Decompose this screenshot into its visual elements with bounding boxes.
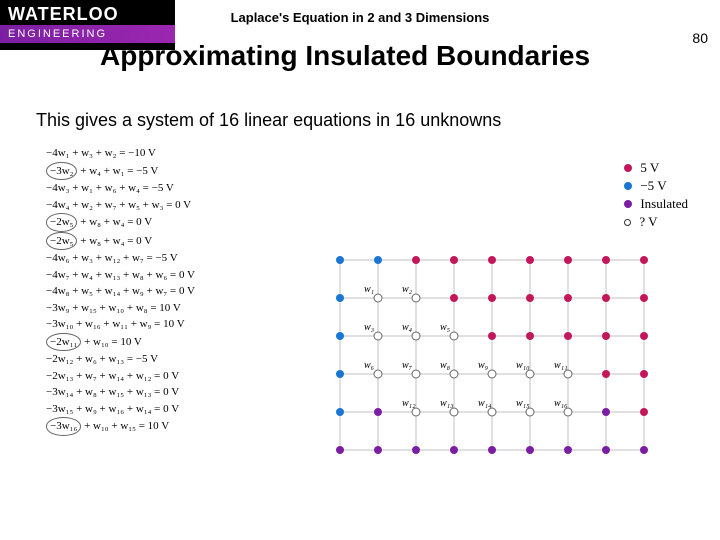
legend-swatch xyxy=(624,164,632,172)
equation-row: −3w₁₆ + w₁₀ + w₁₅ = 10 V xyxy=(46,417,195,436)
logo-top: WATERLOO xyxy=(0,0,175,25)
legend-label: Insulated xyxy=(640,196,688,212)
svg-text:w₁₅: w₁₅ xyxy=(516,398,530,409)
equation-row: −4w₁ + w₃ + w₂ = −10 V xyxy=(46,145,195,162)
equation-row: −4w₃ + w₁ + w₆ + w₄ = −5 V xyxy=(46,180,195,197)
slide-title: Approximating Insulated Boundaries xyxy=(100,40,590,72)
svg-text:w₇: w₇ xyxy=(402,360,413,371)
equation-row: −2w₅ + w₈ + w₄ = 0 V xyxy=(46,213,195,232)
equation-row: −2w₁₁ + w₁₀ = 10 V xyxy=(46,333,195,352)
svg-text:w₂: w₂ xyxy=(402,284,413,295)
equation-row: −3w₁₅ + w₉ + w₁₆ + w₁₄ = 0 V xyxy=(46,401,195,418)
grid-diagram: w₁ w₂ w₃ w₄ w₅ w₆ w₇ w₈ w₉ w₁₀ w₁₁ w₁₂ w₁₃ w₁₄ w₁₅ w₁₆ xyxy=(330,250,654,485)
equation-row: −4w₇ + w₄ + w₁₃ + w₈ + w₆ = 0 V xyxy=(46,267,195,284)
equation-row: −2w₅ + w₈ + w₄ = 0 V xyxy=(46,232,195,251)
svg-text:w₁₃: w₁₃ xyxy=(440,398,454,409)
svg-text:w₁₂: w₁₂ xyxy=(402,398,416,409)
equation-row: −3w₉ + w₁₅ + w₁₀ + w₈ = 10 V xyxy=(46,300,195,317)
legend-item: −5 V xyxy=(624,178,688,194)
equation-row: −2w₁₂ + w₆ + w₁₃ = −5 V xyxy=(46,351,195,368)
body-text: This gives a system of 16 linear equatio… xyxy=(36,110,501,131)
legend-label: −5 V xyxy=(640,178,666,194)
svg-text:w₁₄: w₁₄ xyxy=(478,398,492,409)
page-number: 80 xyxy=(692,30,708,46)
equation-row: −3w₁₀ + w₁₆ + w₁₁ + w₉ = 10 V xyxy=(46,316,195,333)
equation-row: −3w₁₄ + w₈ + w₁₅ + w₁₃ = 0 V xyxy=(46,384,195,401)
svg-text:w₁₆: w₁₆ xyxy=(554,398,568,409)
legend: 5 V −5 V Insulated ? V xyxy=(624,160,688,232)
slide-subtitle: Laplace's Equation in 2 and 3 Dimensions xyxy=(231,10,490,25)
svg-text:w₈: w₈ xyxy=(440,360,451,371)
svg-text:w₃: w₃ xyxy=(364,322,375,333)
svg-text:w₄: w₄ xyxy=(402,322,413,333)
svg-text:w₁₀: w₁₀ xyxy=(516,360,530,371)
equation-row: −4w₈ + w₅ + w₁₄ + w₉ + w₇ = 0 V xyxy=(46,283,195,300)
svg-text:w₉: w₉ xyxy=(478,360,489,371)
equation-row: −4w₄ + w₂ + w₇ + w₅ + w₃ = 0 V xyxy=(46,197,195,214)
legend-swatch xyxy=(624,219,631,226)
svg-text:w₁₁: w₁₁ xyxy=(554,360,568,371)
equation-row: −2w₁₃ + w₇ + w₁₄ + w₁₂ = 0 V xyxy=(46,368,195,385)
legend-label: 5 V xyxy=(640,160,659,176)
equation-row: −4w₆ + w₃ + w₁₂ + w₇ = −5 V xyxy=(46,250,195,267)
legend-swatch xyxy=(624,200,632,208)
legend-item: Insulated xyxy=(624,196,688,212)
legend-item: ? V xyxy=(624,214,688,230)
svg-text:w₆: w₆ xyxy=(364,360,375,371)
equation-row: −3w₂ + w₄ + w₁ = −5 V xyxy=(46,162,195,181)
legend-swatch xyxy=(624,182,632,190)
svg-text:w₅: w₅ xyxy=(440,322,451,333)
legend-item: 5 V xyxy=(624,160,688,176)
equations-block: −4w₁ + w₃ + w₂ = −10 V−3w₂ + w₄ + w₁ = −… xyxy=(46,145,195,436)
svg-text:w₁: w₁ xyxy=(364,284,374,295)
legend-label: ? V xyxy=(639,214,657,230)
